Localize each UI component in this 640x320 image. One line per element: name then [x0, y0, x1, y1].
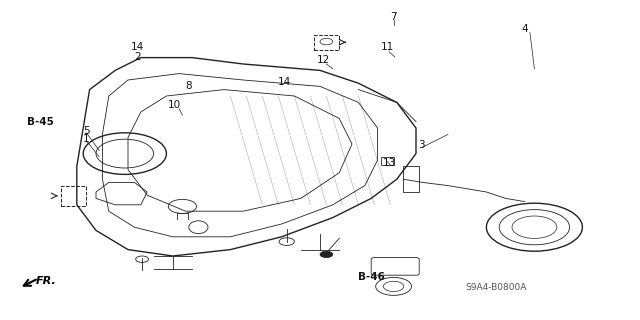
Text: 11: 11	[381, 42, 394, 52]
Bar	[314, 35, 339, 50]
Text: 2: 2	[134, 52, 141, 62]
Text: 5: 5	[83, 126, 90, 136]
Text: B-46: B-46	[358, 272, 385, 282]
Text: 12: 12	[317, 55, 330, 65]
Text: S9A4-B0800A: S9A4-B0800A	[465, 284, 527, 292]
Text: FR.: FR.	[36, 276, 56, 286]
Text: 3: 3	[418, 140, 424, 150]
Text: B-45: B-45	[27, 117, 54, 127]
Bar	[381, 157, 394, 165]
Text: 14: 14	[278, 76, 291, 87]
Text: 7: 7	[390, 12, 397, 22]
Text: 14: 14	[131, 42, 144, 52]
Bar	[403, 166, 419, 192]
Text: 10: 10	[168, 100, 180, 110]
Text: 4: 4	[522, 24, 528, 35]
Text: 8: 8	[186, 81, 192, 92]
Circle shape	[320, 251, 333, 258]
Text: 13: 13	[383, 157, 396, 168]
Bar	[61, 186, 86, 206]
Text: 1: 1	[83, 134, 90, 144]
